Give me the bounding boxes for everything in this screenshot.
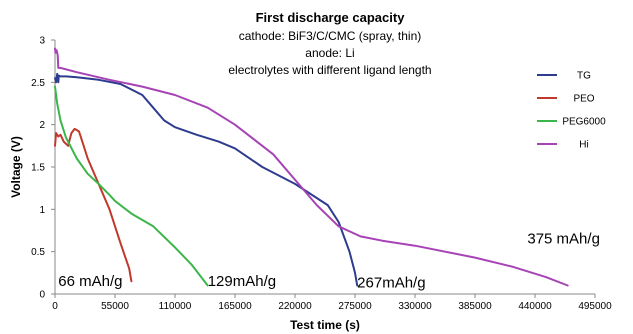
capacity-annotation: 267mAh/g [357, 274, 425, 291]
y-tick-label: 0 [39, 290, 45, 301]
x-tick-group: 0 55000 110000 165000 220000 275000 330000 3850… [52, 294, 612, 312]
x-tick-label: 55000 [101, 301, 129, 312]
y-tick-label: 0.5 [31, 247, 45, 258]
series-line-hi [54, 47, 569, 287]
chart-subtitle-3: electrolytes with different ligand lengt… [228, 63, 431, 77]
x-tick-label: 440000 [518, 301, 552, 312]
y-tick-label: 3 [39, 36, 45, 47]
legend: TG PEO PEG6000 Hi [537, 71, 606, 151]
capacity-annotation: 375 mAh/g [527, 230, 600, 247]
capacity-annotation: 129mAh/g [208, 273, 276, 290]
x-tick-label: 495000 [578, 301, 612, 312]
y-tick-label: 2 [39, 120, 45, 131]
chart-title: First discharge capacity [256, 10, 406, 25]
series-line-peo [54, 127, 133, 283]
x-tick-label: 385000 [458, 301, 492, 312]
series-line-peg6000 [54, 85, 209, 287]
x-tick-label: 0 [52, 301, 58, 312]
y-tick-label: 1 [39, 205, 45, 216]
series-layer [54, 47, 569, 287]
x-tick-label: 220000 [278, 301, 312, 312]
x-axis-label: Test time (s) [290, 318, 360, 332]
y-tick-label: 2.5 [31, 78, 45, 89]
y-tick-label: 1.5 [31, 163, 45, 174]
series-line-tg [54, 72, 359, 287]
chart-subtitle-2: anode: Li [305, 46, 354, 60]
annotation-layer: 66 mAh/g 129mAh/g 267mAh/g 375 mAh/g [58, 230, 600, 291]
chart-subtitle-1: cathode: BiF3/C/CMC (spray, thin) [239, 29, 422, 43]
x-tick-label: 330000 [398, 301, 432, 312]
legend-label-peo: PEO [573, 94, 594, 105]
x-tick-label: 165000 [218, 301, 252, 312]
y-axis-label: Voltage (V) [9, 136, 23, 198]
capacity-annotation: 66 mAh/g [58, 273, 122, 290]
y-tick-group: 0 0.5 1 1.5 2 2.5 3 [31, 36, 55, 301]
legend-label-tg: TG [577, 71, 591, 82]
x-tick-label: 275000 [338, 301, 372, 312]
legend-label-hi: Hi [579, 140, 588, 151]
legend-label-peg6000: PEG6000 [562, 117, 606, 128]
x-tick-label: 110000 [159, 301, 192, 312]
